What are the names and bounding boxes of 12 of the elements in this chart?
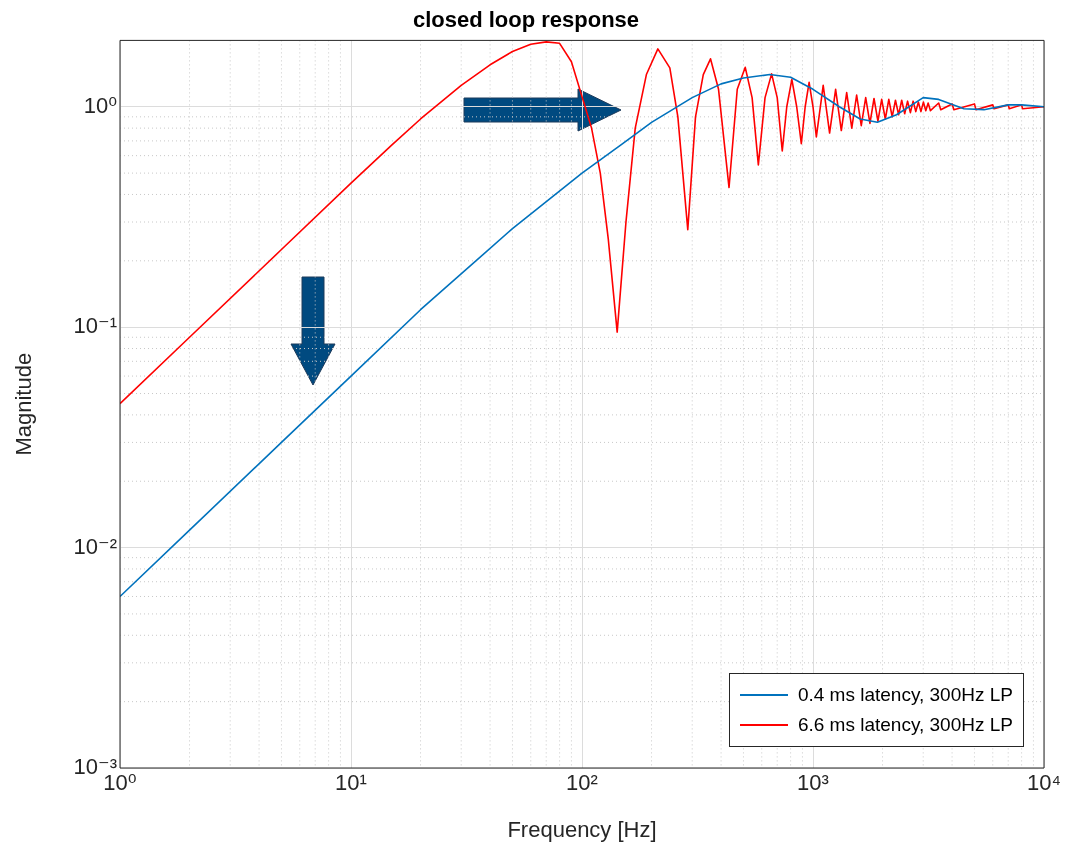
y-tick-label: 10⁰	[83, 92, 118, 118]
chart-title: closed loop response	[412, 7, 640, 33]
y-tick-label: 10⁻²	[73, 533, 117, 559]
x-tick-label: 10⁴	[1027, 770, 1061, 796]
x-tick-label: 10¹	[335, 770, 367, 796]
y-tick-label: 10⁻¹	[73, 313, 117, 339]
x-tick-label: 10³	[797, 770, 829, 796]
x-tick-label: 10²	[566, 770, 598, 796]
legend-label: 0.4 ms latency, 300Hz LP	[797, 683, 1013, 707]
y-axis-title: Magnitude	[11, 352, 37, 456]
x-axis-title: Frequency [Hz]	[507, 816, 657, 842]
legend-label: 6.6 ms latency, 300Hz LP	[797, 713, 1013, 737]
